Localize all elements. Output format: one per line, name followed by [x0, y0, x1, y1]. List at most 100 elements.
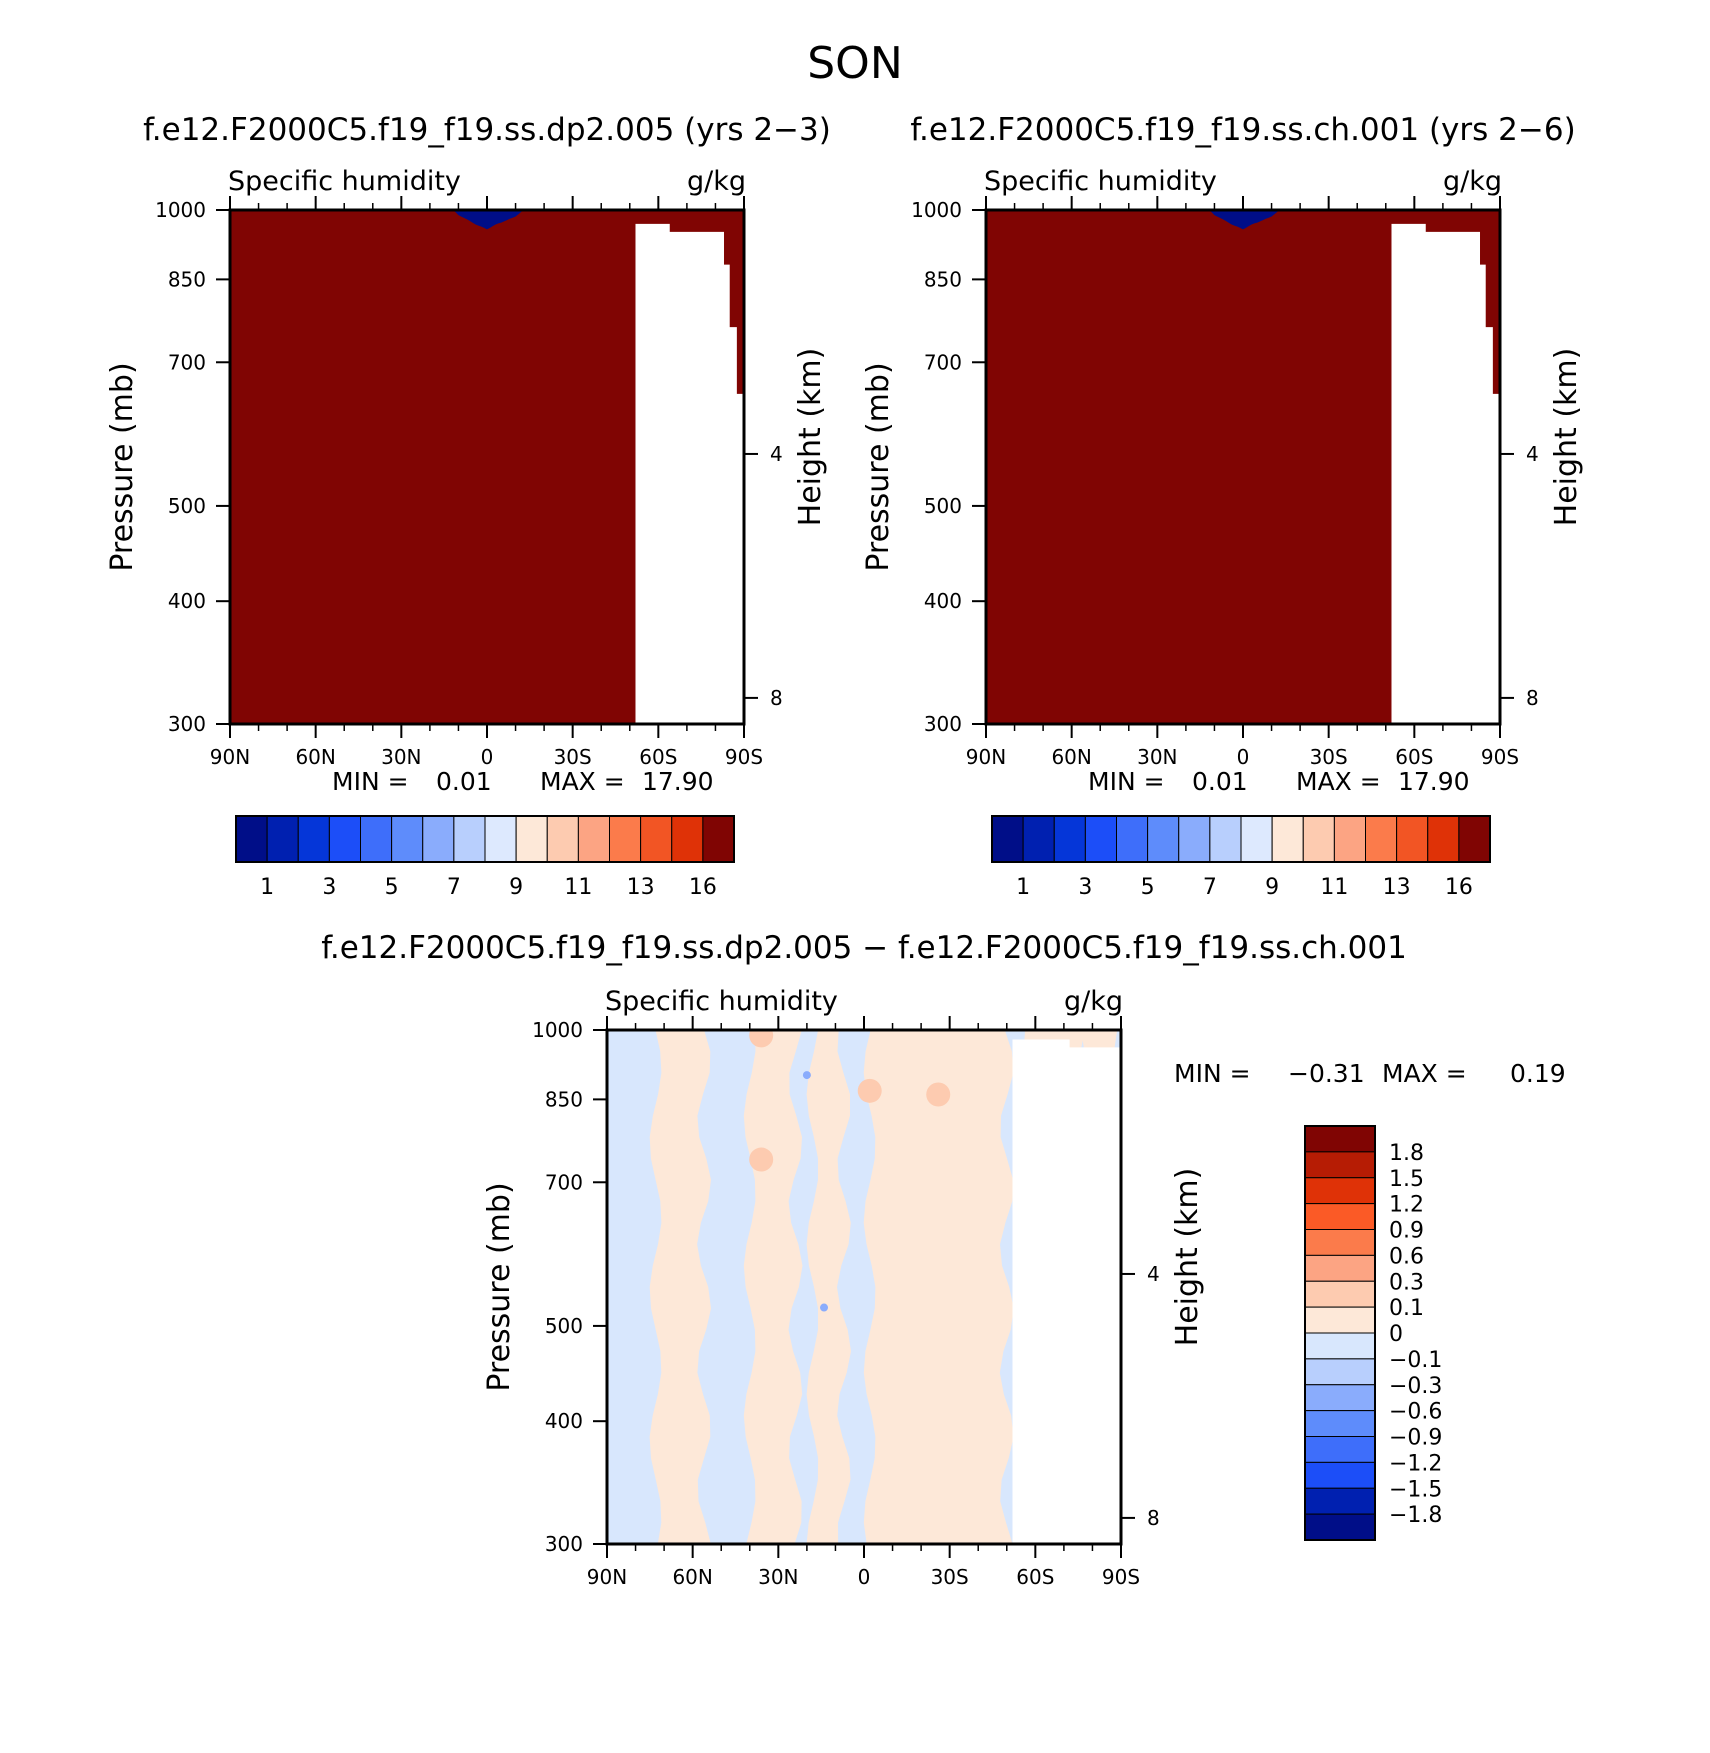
colorbar-label: 7	[1203, 875, 1217, 900]
y-tick-label: 850	[924, 267, 962, 291]
y2-axis-label: Height (km)	[793, 348, 828, 527]
colorbar-box	[328, 815, 361, 863]
x-tick-label: 30N	[381, 745, 421, 769]
colorbar-label: −0.6	[1389, 1400, 1442, 1425]
y-tick-label: 850	[545, 1087, 583, 1111]
y2-tick-label: 8	[1147, 1506, 1160, 1530]
colorbar-frame	[235, 815, 735, 863]
y-tick-label: 850	[168, 267, 206, 291]
max-label: MAX =	[1382, 1059, 1467, 1088]
y2-tick-label: 4	[1147, 1262, 1160, 1286]
colorbar-label: 0	[1389, 1322, 1403, 1347]
positive-region	[649, 1030, 711, 1544]
colorbar-box	[1304, 1410, 1376, 1437]
panel-variable: Specific humidity	[605, 986, 838, 1017]
contour-field	[986, 210, 1500, 724]
x-tick-label: 90N	[587, 1565, 627, 1589]
colorbar-box	[1304, 1306, 1376, 1334]
y-tick-label: 300	[545, 1532, 583, 1556]
colorbar-box	[702, 815, 735, 863]
colorbar-label: 5	[1141, 875, 1155, 900]
colorbar-box	[422, 815, 455, 863]
colorbar-label: 13	[1383, 875, 1411, 900]
orography-mask-edge	[1115, 1194, 1121, 1544]
x-tick-label: 90N	[210, 745, 250, 769]
colorbar-box	[1365, 815, 1398, 863]
colorbar-box	[1304, 1513, 1376, 1541]
colorbar-box	[1427, 815, 1460, 863]
colorbar-box	[515, 815, 548, 863]
colorbar-box	[1304, 1280, 1376, 1308]
x-tick-label: 30S	[1310, 745, 1348, 769]
x-tick-label: 60S	[639, 745, 677, 769]
y2-tick-label: 4	[1526, 442, 1539, 466]
y-tick-label: 1000	[911, 198, 962, 222]
max-label: MAX =	[1296, 767, 1381, 796]
x-tick-label: 90S	[1102, 1565, 1140, 1589]
y-axis-label: Pressure (mb)	[105, 362, 140, 571]
y-tick-label: 300	[924, 712, 962, 736]
colorbar-label: 1.2	[1389, 1193, 1424, 1218]
colorbar-label: 0.1	[1389, 1296, 1424, 1321]
y-tick-label: 400	[924, 589, 962, 613]
colorbar-box	[266, 815, 299, 863]
positive-spot	[749, 1030, 774, 1048]
max-value: 0.19	[1510, 1059, 1566, 1088]
x-tick-label: 0	[1237, 745, 1250, 769]
colorbar-label: 0.9	[1389, 1219, 1424, 1244]
panels-group: 90N 60N 30N 0 30S 60S 90S 300 400 500 7 0 0 850 1000 8 4…	[105, 112, 1584, 1589]
colorbar-label: 9	[509, 875, 523, 900]
colorbar-box	[391, 815, 424, 863]
colorbar-box	[640, 815, 673, 863]
colorbar-box	[1304, 1177, 1376, 1205]
panel-top-right: 90N 60N 30N 0 30S 60S 90S 300 400 500 700 850 1000 8 4…	[861, 112, 1584, 900]
x-tick-label: 30S	[554, 745, 592, 769]
panel-bottom: 90N 60N 30N 0 30S 60S 90S 300 400 500 700 850 1000 8 4…	[321, 930, 1565, 1589]
colorbar-box	[1240, 815, 1273, 863]
y2-tick-label: 8	[770, 686, 783, 710]
y-tick-label: 500	[545, 1314, 583, 1338]
y2-axis-label: Height (km)	[1549, 348, 1584, 527]
orography-mask	[1012, 1039, 1121, 1544]
colorbar-label: 7	[447, 875, 461, 900]
colorbar-label: 1.5	[1389, 1167, 1424, 1192]
colorbar-box	[1304, 1358, 1376, 1386]
colorbar-box	[1304, 1125, 1376, 1153]
max-label: MAX =	[540, 767, 625, 796]
y2-tick-label: 8	[1526, 686, 1539, 710]
colorbar-box	[1116, 815, 1149, 863]
colorbar-box	[1304, 1254, 1376, 1282]
min-label: MIN =	[1174, 1059, 1251, 1088]
positive-spot	[857, 1078, 882, 1103]
colorbar-box	[1271, 815, 1304, 863]
y2-tick-label: 4	[770, 442, 783, 466]
min-label: MIN =	[332, 767, 409, 796]
x-tick-label: 60N	[1051, 745, 1091, 769]
colorbar-label: 1	[1016, 875, 1030, 900]
panel-variable: Specific humidity	[228, 166, 461, 197]
figure-title: SON	[807, 38, 902, 89]
colorbar-box	[609, 815, 642, 863]
contour-field	[607, 1030, 1121, 1544]
panel-variable: Specific humidity	[984, 166, 1217, 197]
colorbar-label: −1.5	[1389, 1477, 1442, 1502]
min-value: 0.01	[1192, 767, 1248, 796]
positive-spot	[926, 1082, 951, 1107]
colorbar-frame	[991, 815, 1491, 863]
orography-mask	[1391, 223, 1500, 724]
contour-level	[986, 210, 1500, 724]
colorbar-label: −0.9	[1389, 1426, 1442, 1451]
colorbar-label: 0.6	[1389, 1244, 1424, 1269]
colorbar-box	[360, 815, 393, 863]
colorbar-label: 0.3	[1389, 1270, 1424, 1295]
x-tick-label: 0	[481, 745, 494, 769]
x-tick-label: 60S	[1395, 745, 1433, 769]
y-tick-label: 1000	[532, 1018, 583, 1042]
x-tick-label: 60N	[295, 745, 335, 769]
colorbar-label: −1.2	[1389, 1451, 1442, 1476]
colorbar-box	[1209, 815, 1242, 863]
y-axis-label: Pressure (mb)	[861, 362, 896, 571]
y-tick-label: 300	[168, 712, 206, 736]
colorbar-box	[1458, 815, 1491, 863]
